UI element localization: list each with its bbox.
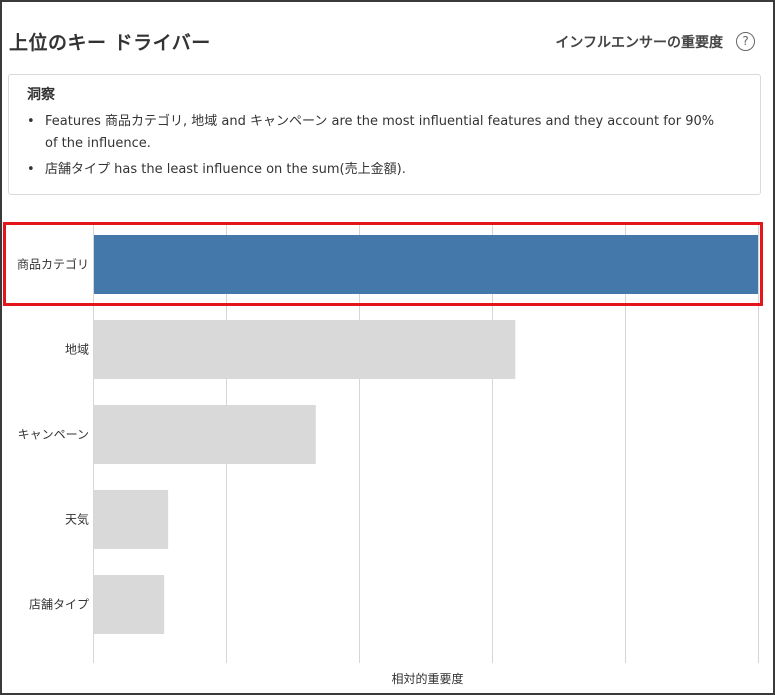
insight-bullet: • 店舗タイプ has the least influence on the s… [27,159,737,181]
bullet-dot-icon: • [27,114,35,129]
category-label: 商品カテゴリ [17,257,89,272]
selected-row-highlight [3,222,763,306]
insight-text-line1: 店舗タイプ has the least influence on the sum… [45,162,406,177]
insight-text-line2: of the influence. [45,136,151,151]
category-label: キャンペーン [18,428,89,442]
insights-panel: 洞察 • Features 商品カテゴリ, 地域 and キャンペーン are … [8,74,761,195]
insight-bullet: • Features 商品カテゴリ, 地域 and キャンペーン are the… [27,111,737,155]
bar[interactable] [94,405,316,464]
category-label: 天気 [65,512,89,527]
insight-text-line1: Features 商品カテゴリ, 地域 and キャンペーン are the m… [45,114,715,129]
category-label: 店舗タイプ [29,598,89,612]
category-label: 地域 [65,343,89,357]
insights-title: 洞察 [27,87,55,103]
bar[interactable] [94,235,758,294]
bar[interactable] [94,575,165,634]
x-axis-title: 相対的重要度 [391,672,464,686]
bar[interactable] [94,320,516,379]
bullet-dot-icon: • [27,162,35,177]
page-title: 上位のキー ドライバー [9,32,211,54]
influencer-importance-label: インフルエンサーの重要度 [555,35,723,51]
bar[interactable] [94,490,169,549]
help-icon[interactable]: ? [736,32,755,51]
